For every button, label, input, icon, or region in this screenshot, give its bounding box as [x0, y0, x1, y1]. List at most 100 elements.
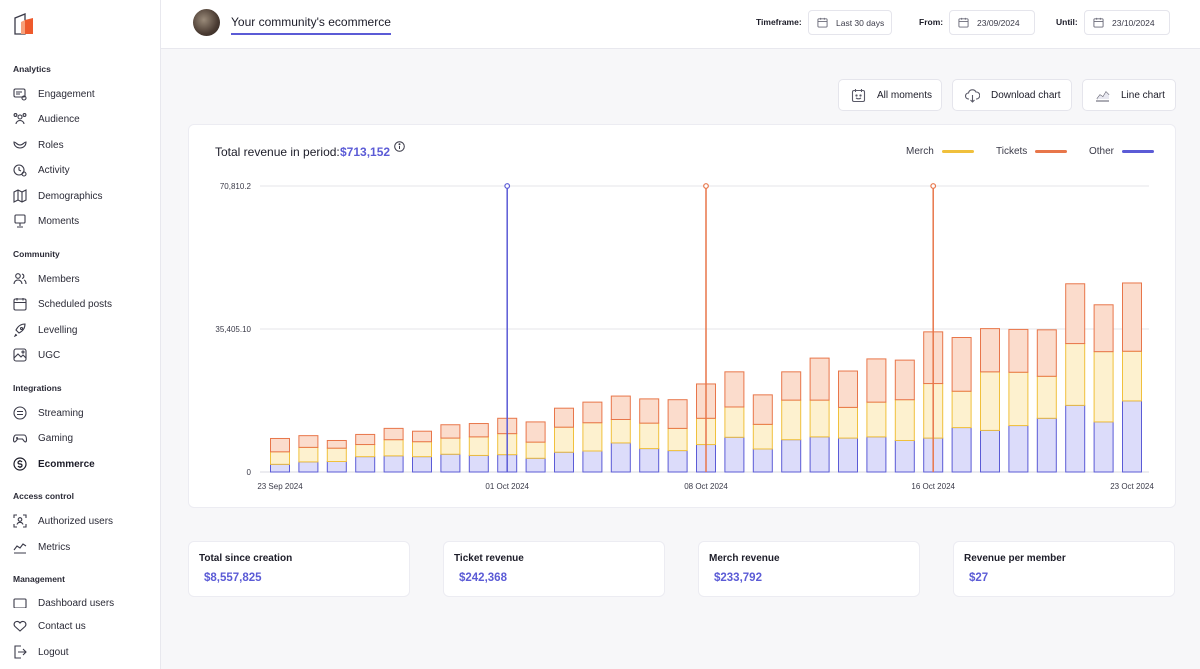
- roles-icon: [13, 138, 27, 152]
- logo-icon[interactable]: [13, 12, 35, 36]
- bar-merch: [1008, 371, 1029, 427]
- sidebar-item-engagement[interactable]: Engagement: [13, 84, 153, 104]
- legend-merch-label: Merch: [906, 146, 934, 157]
- sidebar-item-metrics[interactable]: Metrics: [13, 537, 153, 557]
- sidebar-item-streaming[interactable]: Streaming: [13, 403, 153, 423]
- sidebar-item-members[interactable]: Members: [13, 269, 153, 289]
- authorized-users-icon: [13, 514, 27, 528]
- sidebar-item-activity[interactable]: Activity: [13, 160, 153, 180]
- sidebar-item-label: Scheduled posts: [38, 298, 112, 310]
- sidebar-item-dashboard-users[interactable]: Dashboard users: [13, 594, 153, 608]
- bar-merch: [610, 418, 631, 444]
- heart-icon: [13, 619, 27, 633]
- stat-card-revenue-per-member: Revenue per member $27: [953, 541, 1175, 597]
- sidebar-item-levelling[interactable]: Levelling: [13, 320, 153, 340]
- bar-merch: [525, 441, 546, 459]
- bar-tickets: [383, 427, 404, 441]
- sidebar-item-label: Activity: [38, 164, 70, 176]
- bar-merch: [298, 446, 319, 463]
- bar-merch: [752, 423, 773, 450]
- bar-merch: [355, 444, 376, 458]
- sidebar-item-moments[interactable]: Moments: [13, 211, 153, 231]
- bar-merch: [1065, 343, 1086, 406]
- timeframe-select[interactable]: Last 30 days: [808, 10, 892, 35]
- x-tick-label: 23 Oct 2024: [1110, 482, 1154, 491]
- bar-merch: [781, 399, 802, 441]
- calendar-icon: [817, 17, 828, 28]
- sidebar-item-authorized-users[interactable]: Authorized users: [13, 511, 153, 531]
- bar-tickets: [298, 435, 319, 448]
- info-icon[interactable]: [394, 141, 405, 152]
- bar-tickets: [809, 357, 830, 401]
- bar-other: [610, 442, 631, 473]
- bar-tickets: [582, 401, 603, 424]
- stat-card-merch-revenue: Merch revenue $233,792: [698, 541, 920, 597]
- until-date-input[interactable]: 23/10/2024: [1084, 10, 1170, 35]
- bar-tickets: [1122, 282, 1142, 352]
- stat-value: $27: [969, 572, 989, 584]
- sidebar-item-label: Engagement: [38, 88, 95, 100]
- sidebar-item-ecommerce[interactable]: Ecommerce: [13, 454, 153, 474]
- sidebar-item-gaming[interactable]: Gaming: [13, 428, 153, 448]
- legend-merch-swatch: [941, 150, 974, 153]
- sidebar-item-logout[interactable]: Logout: [13, 642, 153, 662]
- sidebar-item-scheduled-posts[interactable]: Scheduled posts: [13, 294, 153, 314]
- bar-merch: [980, 371, 1000, 431]
- bar-other: [951, 427, 972, 473]
- sidebar-item-roles[interactable]: Roles: [13, 135, 153, 155]
- sidebar-item-contact-us[interactable]: Contact us: [13, 616, 153, 636]
- bar-tickets: [667, 399, 688, 429]
- legend-merch[interactable]: Merch: [906, 146, 974, 157]
- bar-merch: [383, 439, 404, 457]
- legend-other-swatch: [1122, 150, 1155, 153]
- engagement-icon: [13, 87, 27, 101]
- download-chart-button[interactable]: Download chart: [952, 79, 1072, 111]
- from-date-input[interactable]: 23/09/2024: [949, 10, 1035, 35]
- bar-other: [1122, 400, 1142, 473]
- bar-merch: [639, 422, 660, 450]
- bar-other: [582, 450, 603, 473]
- calendar-icon: [13, 297, 27, 311]
- metrics-icon: [13, 540, 27, 554]
- bar-other: [1036, 417, 1057, 473]
- sidebar: Analytics Engagement Audience Roles Acti…: [0, 0, 161, 669]
- total-revenue-value: $713,152: [340, 145, 391, 159]
- sidebar-item-label: Levelling: [38, 324, 78, 336]
- bar-merch: [724, 406, 745, 438]
- total-revenue-label: Total revenue in period:: [215, 145, 340, 159]
- bar-other: [383, 455, 404, 473]
- bar-other: [468, 454, 489, 473]
- bar-tickets: [1008, 328, 1029, 373]
- bar-other: [838, 437, 858, 473]
- bar-other: [894, 439, 915, 473]
- top-header: Your community's ecommerce Timeframe: La…: [161, 0, 1200, 49]
- moments-calendar-icon: [851, 88, 866, 102]
- sidebar-item-demographics[interactable]: Demographics: [13, 186, 153, 206]
- gamepad-icon: [13, 431, 27, 445]
- line-chart-button[interactable]: Line chart: [1082, 79, 1176, 111]
- bar-tickets: [866, 358, 887, 403]
- bar-other: [752, 448, 773, 473]
- sidebar-item-label: Logout: [38, 646, 69, 658]
- bar-other: [1008, 425, 1029, 473]
- sidebar-item-audience[interactable]: Audience: [13, 109, 153, 129]
- legend-tickets[interactable]: Tickets: [996, 146, 1068, 157]
- legend-other[interactable]: Other: [1089, 146, 1155, 157]
- page-title[interactable]: Your community's ecommerce: [231, 15, 391, 35]
- bar-merch: [1093, 351, 1114, 423]
- bar-tickets: [980, 328, 1000, 373]
- stat-label: Merch revenue: [709, 553, 780, 564]
- line-chart-label: Line chart: [1121, 89, 1165, 101]
- all-moments-button[interactable]: All moments: [838, 79, 942, 111]
- bar-tickets: [412, 430, 432, 443]
- rocket-icon: [13, 323, 27, 337]
- bar-tickets: [1093, 304, 1114, 353]
- sidebar-item-label: Ecommerce: [38, 458, 95, 470]
- stat-label: Ticket revenue: [454, 553, 524, 564]
- avatar[interactable]: [193, 9, 220, 36]
- sidebar-item-ugc[interactable]: UGC: [13, 345, 153, 365]
- bar-tickets: [554, 407, 574, 428]
- bar-tickets: [355, 433, 376, 446]
- bar-other: [554, 451, 574, 473]
- stat-label: Total since creation: [199, 553, 293, 564]
